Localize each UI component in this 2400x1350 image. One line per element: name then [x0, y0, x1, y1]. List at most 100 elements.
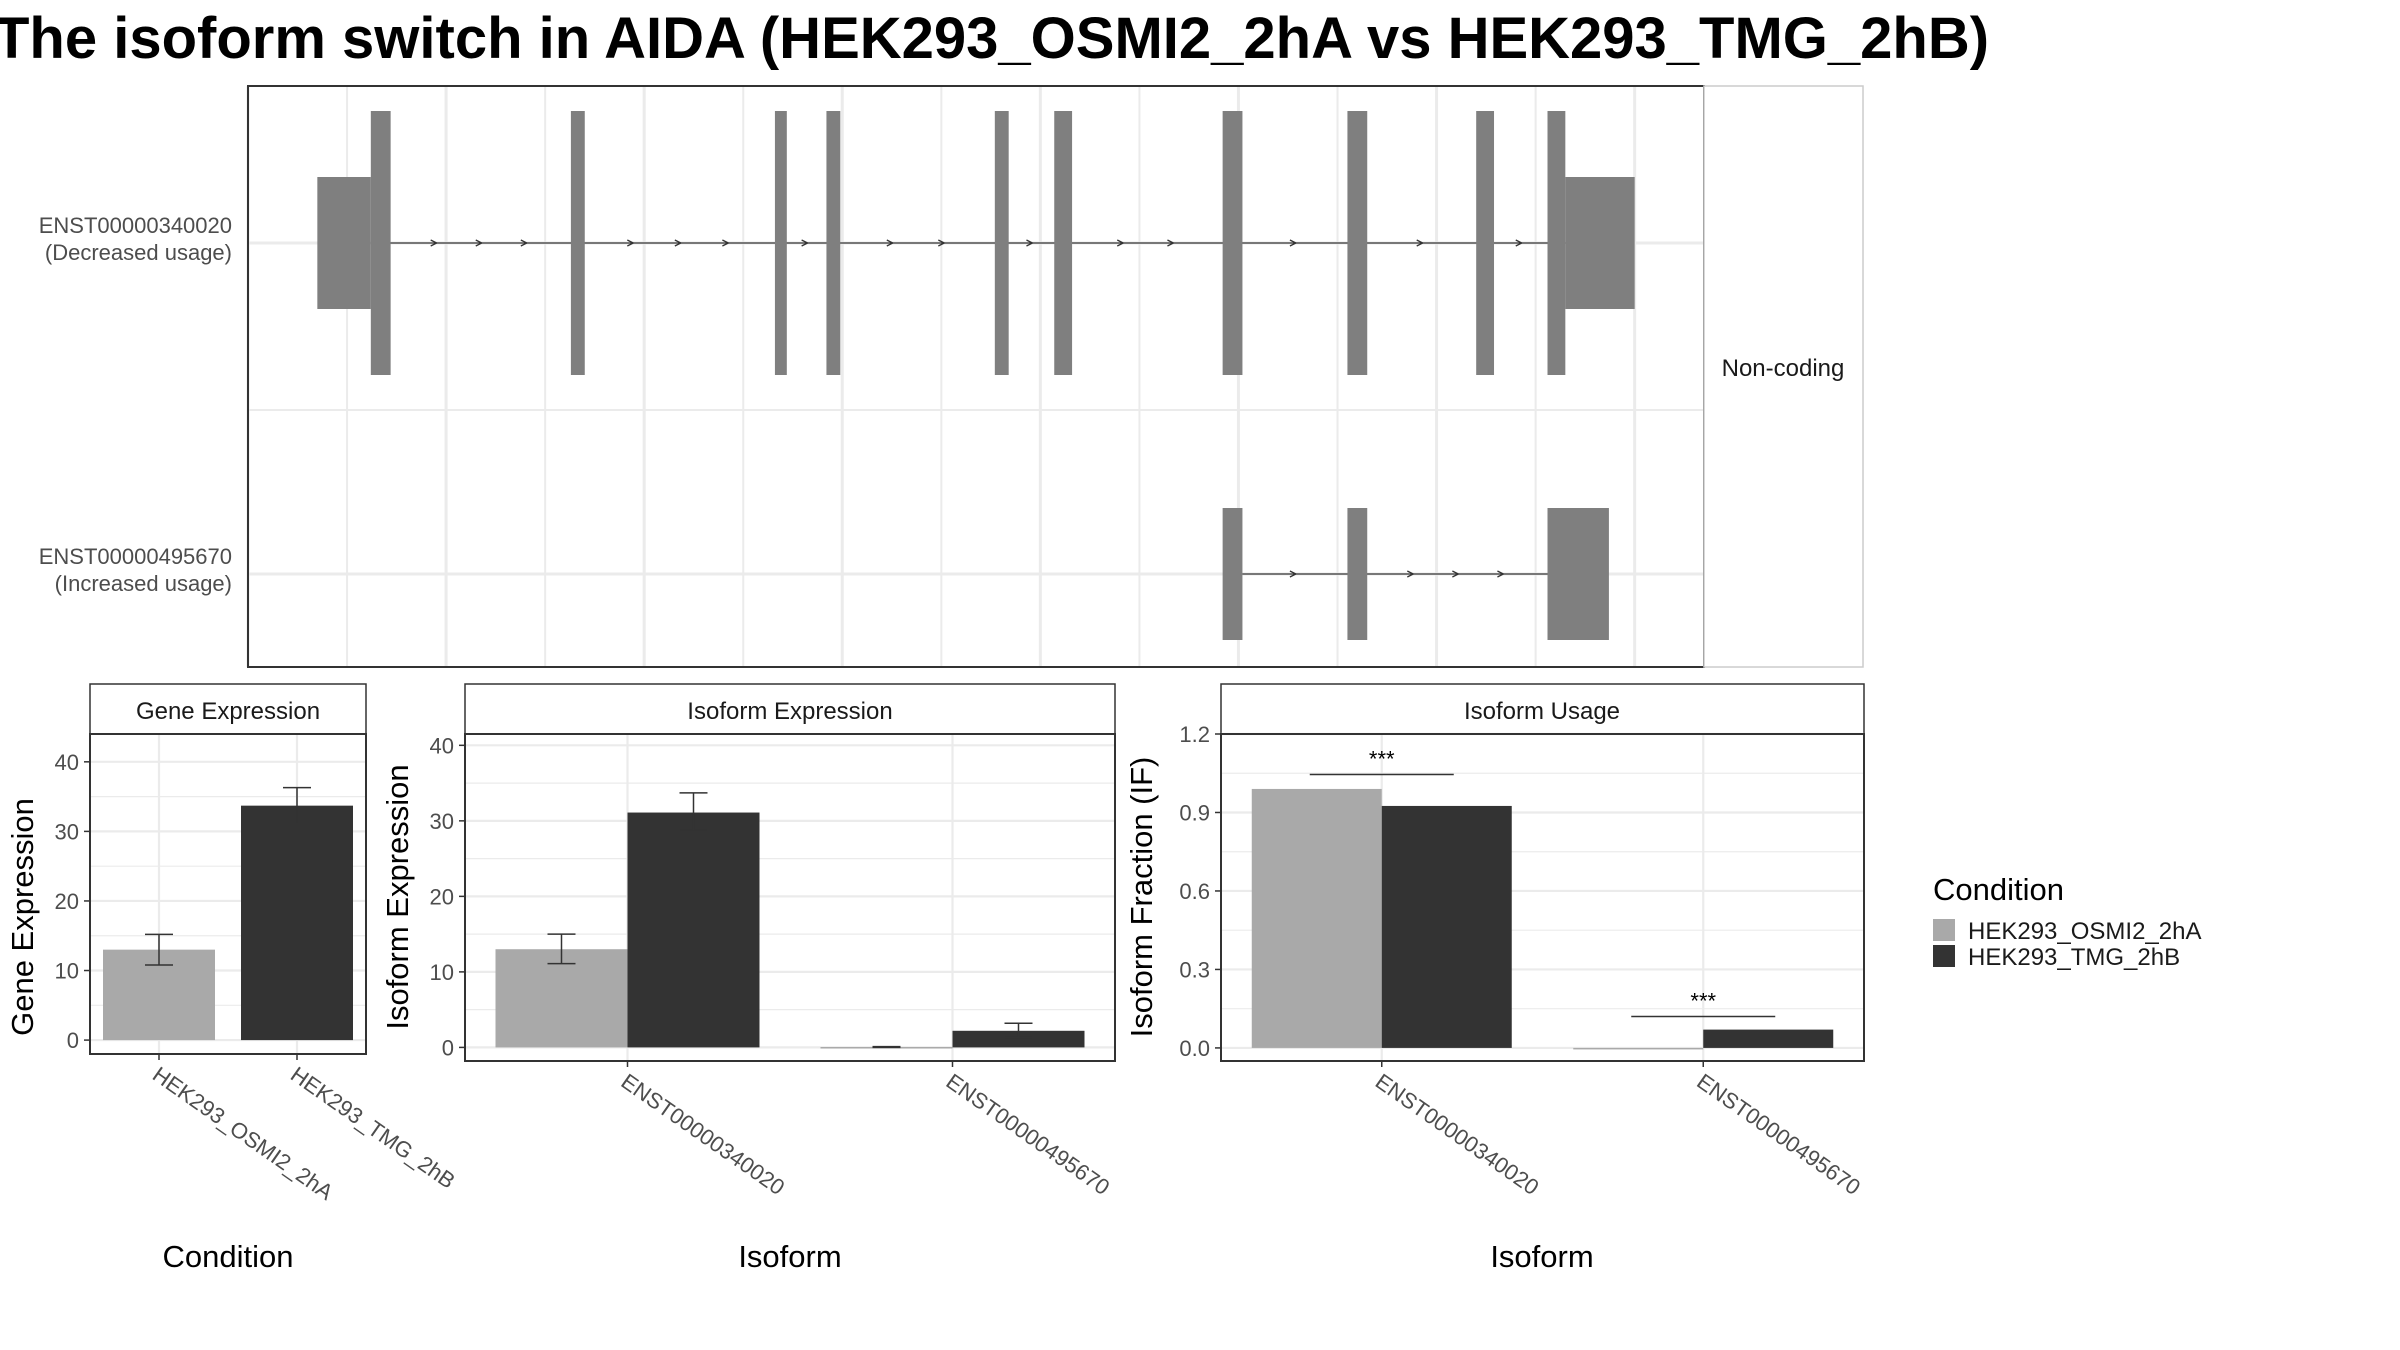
structure-panel-background — [248, 86, 1704, 667]
exon-block — [1476, 111, 1495, 375]
iu-bar — [1251, 788, 1382, 1048]
exon-block — [1222, 508, 1243, 640]
intron-arrow — [1497, 570, 1505, 578]
ie-error-bar — [679, 792, 708, 831]
isoform-expression-strip — [464, 683, 1116, 735]
exon-block — [317, 177, 371, 309]
isoform-expression-border — [464, 733, 1116, 1062]
ge-error-bar — [145, 933, 173, 966]
legend-label-condition-b: HEK293_TMG_2hB — [1968, 944, 2180, 971]
iu-significance-label: *** — [1690, 989, 1716, 1014]
intron-arrow — [886, 239, 895, 247]
intron-arrow — [674, 239, 683, 247]
isoform-expression-x-title: Isoform — [738, 1239, 841, 1274]
isoform-label-2: ENST00000495670 — [39, 544, 232, 569]
isoform-usage-y-title: Isoform Fraction (IF) — [1124, 757, 1159, 1038]
isoform-usage-label-2: (Increased usage) — [55, 571, 232, 596]
exon-block — [1347, 111, 1368, 375]
intron-arrow — [1026, 239, 1034, 247]
intron-arrow — [475, 239, 484, 247]
legend-key-condition-a — [1933, 919, 1955, 941]
intron-arrow — [1116, 239, 1125, 247]
isoform-expression-y-title: Isoform Expression — [380, 764, 415, 1029]
iu-y-tick-label: 0.0 — [1179, 1036, 1210, 1061]
gene-structure-panel: Non-coding ENST00000340020 (Decreased us… — [39, 85, 1864, 668]
ie-error-bar — [1004, 1022, 1033, 1039]
isoform-expression-marks — [495, 792, 1085, 1049]
ie-bar — [952, 1030, 1085, 1048]
gene-expression-x-title: Condition — [163, 1239, 294, 1274]
ge-y-tick-label: 30 — [55, 819, 79, 844]
isoform-expression-strip-label: Isoform Expression — [687, 698, 892, 725]
legend-label-condition-a: HEK293_OSMI2_2hA — [1968, 918, 2201, 945]
exon-block — [1547, 508, 1609, 640]
ie-bar — [495, 949, 628, 1048]
isoform-usage-strip — [1220, 683, 1865, 735]
ge-y-tick-label: 40 — [55, 750, 79, 775]
iu-y-tick-label: 0.9 — [1179, 800, 1210, 825]
exon-block — [1547, 111, 1566, 375]
exon-block — [826, 111, 841, 375]
gene-expression-y-title: Gene Expression — [5, 798, 40, 1036]
ie-error-bar — [872, 1045, 901, 1049]
iu-bar — [1573, 1047, 1704, 1050]
exon-block — [994, 111, 1009, 375]
intron-arrow — [1167, 239, 1175, 247]
exon-block — [1054, 111, 1073, 375]
intron-arrow — [520, 239, 529, 247]
ie-error-bar — [547, 933, 576, 965]
isoform-usage-border — [1220, 733, 1865, 1062]
intron-arrow — [1416, 239, 1425, 247]
exon-block — [370, 111, 391, 375]
isoform-usage-strip-label: Isoform Usage — [1464, 698, 1620, 725]
intron-arrow — [627, 239, 635, 247]
intron-arrow — [722, 239, 730, 247]
figure-title: The isoform switch in AIDA (HEK293_OSMI2… — [0, 6, 1989, 71]
isoform-usage-panel: Isoform Usage ****** 0.00.30.60.91.2 ENS… — [1124, 683, 1865, 1274]
intron-arrow — [1515, 239, 1524, 247]
legend-title: Condition — [1933, 872, 2064, 907]
ie-y-tick-label: 0 — [442, 1035, 454, 1060]
intron-arrow — [1407, 570, 1415, 578]
isoform-expression-y-ticks: 0 10 20 30 40 — [430, 733, 465, 1060]
ie-bar — [627, 812, 760, 1048]
ge-y-tick-label: 0 — [67, 1028, 79, 1053]
gene-expression-marks — [103, 786, 353, 1041]
iu-bar — [1381, 805, 1512, 1048]
intron-arrow — [1289, 570, 1298, 578]
iu-y-tick-label: 0.3 — [1179, 957, 1210, 982]
gene-expression-strip — [89, 683, 367, 735]
structure-marks — [317, 111, 1635, 640]
iu-significance-label: *** — [1369, 747, 1395, 772]
isoform-label-1: ENST00000340020 — [39, 213, 232, 238]
exon-block — [1565, 177, 1635, 309]
facet-label-noncoding: Non-coding — [1722, 355, 1845, 382]
ge-error-bar — [283, 786, 311, 825]
exon-block — [1222, 111, 1243, 375]
intron-arrow — [801, 239, 810, 247]
facet-strip-right — [1703, 85, 1864, 668]
exon-block — [1347, 508, 1368, 640]
intron-arrow — [1452, 570, 1460, 578]
ie-y-tick-label: 30 — [430, 809, 454, 834]
ie-y-tick-label: 10 — [430, 960, 454, 985]
ie-y-tick-label: 20 — [430, 884, 454, 909]
exon-block — [570, 111, 585, 375]
ge-bar — [241, 805, 353, 1041]
exon-block — [774, 111, 787, 375]
legend-key-condition-b — [1933, 945, 1955, 967]
intron-arrow — [938, 239, 946, 247]
iu-y-tick-label: 0.6 — [1179, 879, 1210, 904]
ie-y-tick-label: 40 — [430, 733, 454, 758]
intron-arrow — [1289, 239, 1298, 247]
isoform-usage-marks: *** *** — [1251, 747, 1834, 1050]
ge-y-tick-label: 10 — [55, 959, 79, 984]
isoform-usage-label-1: (Decreased usage) — [45, 240, 232, 265]
gene-expression-strip-label: Gene Expression — [136, 698, 320, 725]
legend: Condition HEK293_OSMI2_2hA HEK293_TMG_2h… — [1933, 872, 2201, 971]
gene-expression-y-ticks: 0 10 20 30 40 — [55, 750, 90, 1053]
gene-expression-border — [89, 733, 367, 1055]
iu-bar — [1703, 1029, 1834, 1048]
isoform-usage-y-ticks: 0.0 0.3 0.6 0.9 1.2 — [1179, 722, 1221, 1061]
